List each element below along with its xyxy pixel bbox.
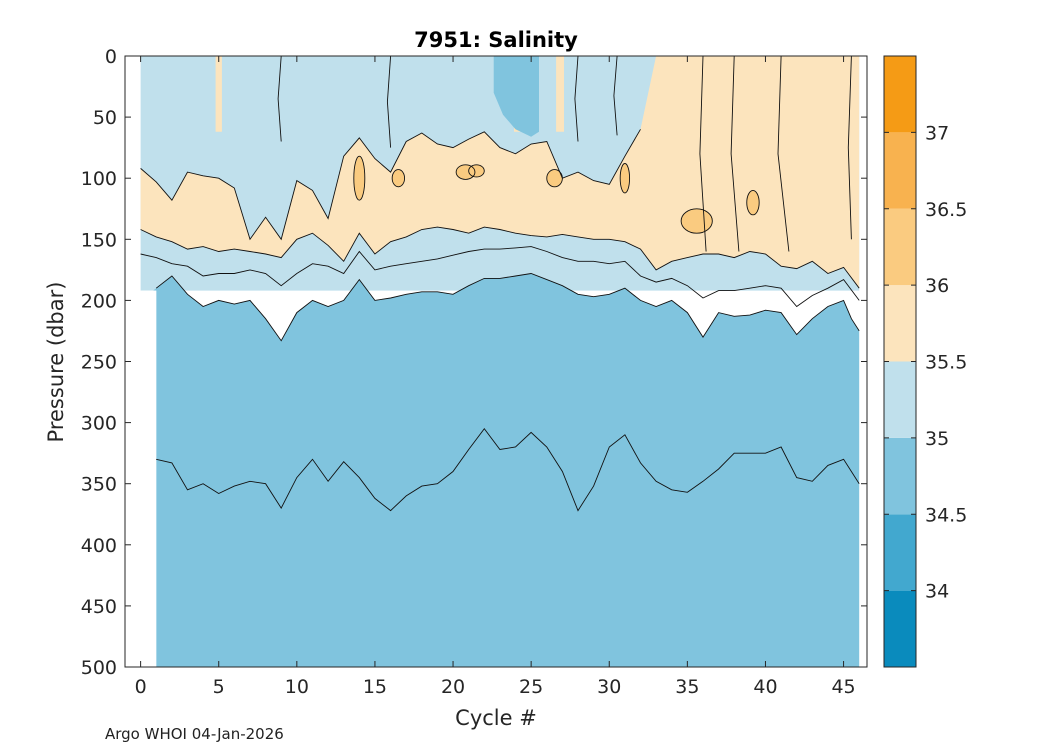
y-tick-label: 0: [105, 46, 117, 68]
colorbar-tick-label: 36: [925, 275, 949, 297]
vertical-contour-line: [730, 55, 740, 252]
contour-line-lower: [156, 427, 860, 512]
y-axis-label: Pressure (dbar): [44, 282, 68, 443]
colorbar-tick-label: 35.5: [925, 352, 967, 374]
salty-core-contour: [391, 169, 406, 188]
y-tick-label: 250: [81, 352, 117, 374]
vertical-contour-line: [777, 55, 790, 252]
colorbar-tick-label: 37: [925, 122, 949, 144]
x-tick-label: 20: [441, 676, 465, 698]
y-tick-label: 450: [81, 596, 117, 618]
chart-title: 7951: Salinity: [414, 28, 578, 52]
salty-core-contour: [680, 208, 713, 234]
x-axis-label: Cycle #: [455, 706, 537, 730]
colorbar-segment: [884, 285, 916, 362]
x-tick-label: 40: [753, 676, 777, 698]
colorbar-segment: [884, 437, 916, 515]
y-tick-label: 500: [81, 657, 117, 679]
salty-core-contour: [546, 169, 563, 188]
vertical-contour-line: [847, 55, 852, 240]
contour-line-35p5-upper: [140, 129, 641, 241]
x-tick-label: 35: [675, 676, 699, 698]
x-tick-label: 10: [285, 676, 309, 698]
surface-salty-stripe: [556, 56, 564, 132]
contour-line-35: [155, 273, 860, 342]
salinity-maximum-fill: [140, 56, 860, 289]
x-axis-ticks: 0 5 10 15 20 25 30 35 40 45: [135, 56, 856, 698]
colorbar-segment: [884, 590, 916, 667]
colorbar-segment: [884, 208, 916, 286]
colorbar-tick-label: 35: [925, 428, 949, 450]
missing-data-area: [140, 290, 157, 667]
y-tick-label: 100: [81, 168, 117, 190]
y-axis-ticks: 0 50 100 150 200 250 300 350 400 450 500: [81, 46, 867, 679]
x-tick-label: 45: [831, 676, 855, 698]
y-tick-label: 350: [81, 474, 117, 496]
y-tick-label: 200: [81, 290, 117, 312]
y-tick-label: 150: [81, 229, 117, 251]
x-tick-label: 30: [597, 676, 621, 698]
surface-salty-stripe: [831, 56, 839, 132]
y-tick-label: 50: [93, 107, 117, 129]
colorbar-segment: [884, 514, 916, 591]
vertical-contour-line: [386, 55, 392, 148]
salty-core-patch: [392, 169, 405, 187]
contour-fills: [140, 56, 860, 667]
contour-line-35p5-lower: [140, 226, 860, 289]
y-tick-label: 400: [81, 535, 117, 557]
x-tick-label: 5: [213, 676, 225, 698]
vertical-contour-line: [277, 55, 282, 142]
fresh-surface-pocket: [493, 56, 539, 137]
salty-core-patch: [353, 156, 365, 201]
x-tick-label: 0: [135, 676, 147, 698]
salty-core-contour: [468, 164, 485, 178]
salty-core-patch: [546, 169, 563, 187]
footer-credit: Argo WHOI 04-Jan-2026: [105, 725, 284, 743]
salty-core-contour: [353, 155, 366, 201]
y-tick-label: 300: [81, 413, 117, 435]
deep-layer-fill: [153, 273, 860, 667]
colorbar-segment: [884, 361, 916, 438]
salty-core-patch: [746, 190, 760, 215]
salty-core-contour: [619, 163, 631, 194]
x-tick-label: 15: [363, 676, 387, 698]
salty-core-patch: [620, 163, 630, 193]
colorbar-tick-label: 36.5: [925, 199, 967, 221]
contour-line-mid: [140, 246, 860, 308]
vertical-contour-line: [613, 55, 618, 136]
colorbar-segment: [884, 56, 916, 133]
salty-core-contour: [455, 164, 476, 180]
x-tick-label: 25: [519, 676, 543, 698]
colorbar-segment: [884, 132, 916, 209]
colorbar: 34 34.5 35 35.5 36 36.5 37: [883, 55, 967, 668]
vertical-contour-line: [699, 55, 707, 252]
salty-core-contour: [746, 189, 760, 216]
colorbar-tick-label: 34.5: [925, 504, 967, 526]
colorbar-tick-label: 34: [925, 581, 949, 603]
vertical-contour-line: [574, 55, 579, 142]
surface-salty-stripe: [215, 56, 222, 132]
contour-lines: [140, 55, 860, 512]
